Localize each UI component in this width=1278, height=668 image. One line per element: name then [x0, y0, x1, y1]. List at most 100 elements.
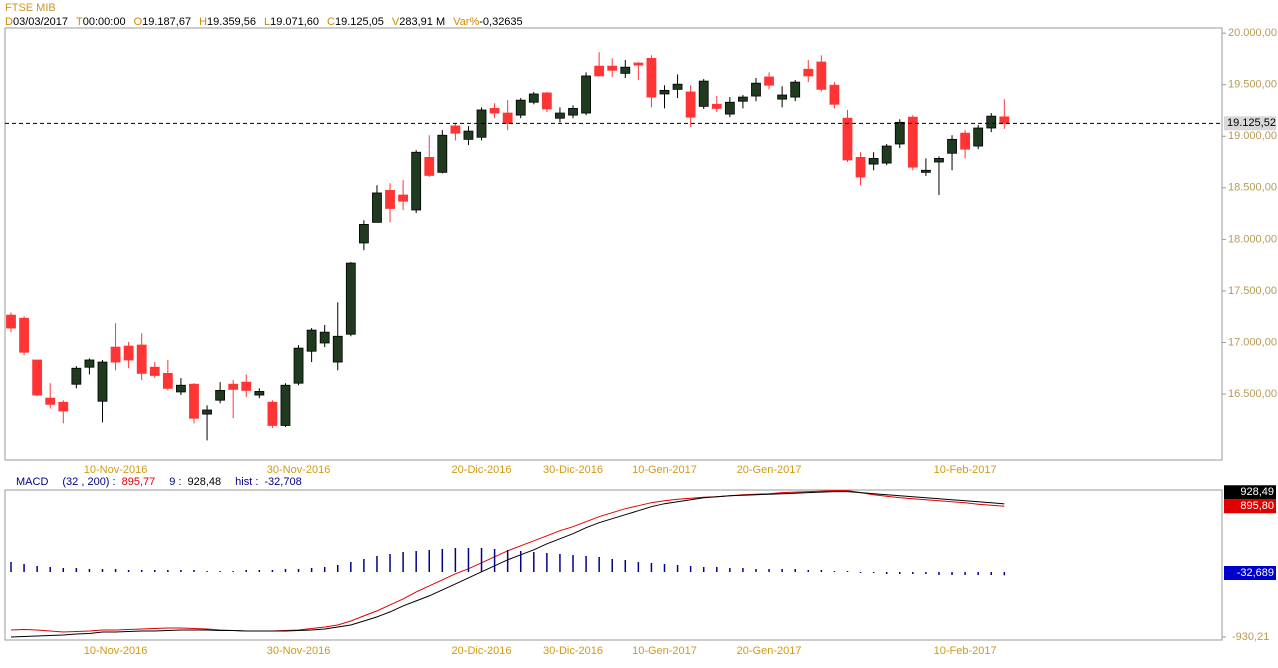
x-tick-label: 30-Nov-2016 [267, 645, 331, 657]
x-tick-label: 10-Feb-2017 [934, 645, 997, 657]
x-tick-label: 10-Gen-2017 [632, 645, 697, 657]
candle-body [568, 108, 578, 116]
macd-legend: MACD (32 , 200) : 895,77 9 : 928,48 hist : -32… [16, 476, 302, 488]
x-tick-label: 30-Dic-2016 [543, 645, 603, 657]
candle-body [894, 121, 905, 145]
candle-body [803, 68, 814, 77]
scale-label: 928,49 [1240, 486, 1274, 498]
info-value: 19.071,60 [270, 16, 319, 28]
candle-body [97, 361, 108, 402]
candle-body [424, 156, 435, 176]
info-value: -0,32635 [479, 16, 522, 28]
candle-body [306, 329, 317, 352]
candle-body [319, 331, 330, 344]
x-tick-label: 20-Gen-2017 [737, 645, 802, 657]
x-tick-label: 20-Dic-2016 [452, 464, 512, 476]
y-tick-label: 19.500,00 [1228, 79, 1277, 91]
candle-body [960, 132, 971, 150]
candle-body [149, 366, 160, 376]
candle-body [607, 65, 618, 71]
y-tick-label: -930,21 [1232, 631, 1269, 643]
info-value: 19.359,56 [207, 16, 256, 28]
legend-name: hist : [235, 476, 258, 488]
info-label: H [199, 16, 207, 28]
y-tick-label: 18.000,00 [1228, 233, 1277, 245]
candle-body [176, 384, 186, 393]
y-tick-label: 16.500,00 [1228, 388, 1277, 400]
x-tick-label: 10-Gen-2017 [632, 464, 697, 476]
candle-body [202, 409, 212, 415]
candle-body [123, 345, 134, 361]
candle-body [685, 91, 696, 118]
candle-body [372, 192, 382, 223]
candle-body [921, 169, 931, 173]
candle-body [19, 317, 29, 353]
candle-body [215, 390, 226, 401]
candle-body [228, 383, 239, 390]
price-panel [4, 27, 1223, 461]
candle-body [189, 383, 199, 419]
candle-body [162, 372, 173, 389]
candle-body [280, 384, 291, 426]
scale-label-box [1224, 566, 1276, 580]
info-label: T [76, 16, 83, 28]
candle-body [463, 130, 474, 140]
macd-panel [4, 489, 1223, 641]
candle-body [267, 401, 278, 426]
candle-body [711, 103, 722, 109]
x-tick-label: 10-Nov-2016 [84, 645, 148, 657]
info-value: 19.125,05 [335, 16, 384, 28]
scale-label: -32,689 [1237, 567, 1274, 579]
candle-body [698, 80, 709, 107]
scale-label-box [1224, 485, 1276, 500]
candle-body [332, 335, 343, 363]
candle-body [32, 359, 43, 396]
candle-body [868, 158, 879, 165]
info-value: 03/03/2017 [13, 16, 68, 28]
candle-body [855, 156, 866, 178]
chart-title: FTSE MIB [5, 2, 56, 14]
x-tick-label: 30-Nov-2016 [267, 464, 331, 476]
y-tick-label: 19.000,00 [1228, 130, 1277, 142]
candle-body [881, 145, 892, 164]
candle-body [738, 96, 748, 102]
candle-body [358, 224, 369, 244]
info-label: O [134, 16, 143, 28]
candle-body [555, 112, 565, 119]
candle-body [254, 391, 265, 396]
candle-body [620, 66, 631, 74]
candle-body [816, 61, 827, 90]
info-value: 19.187,67 [142, 16, 191, 28]
legend-name: (32 , 200) : [62, 476, 115, 488]
candle-body [528, 93, 539, 103]
candle-body [6, 314, 16, 329]
y-tick-label: 17.000,00 [1228, 336, 1277, 348]
legend-value: -32,708 [264, 476, 301, 488]
candle-body [790, 81, 801, 98]
candle-body [110, 346, 121, 363]
last-price-box [1224, 116, 1276, 131]
legend-value: 895,77 [122, 476, 156, 488]
scale-label: 895,80 [1240, 500, 1274, 512]
y-tick-label: 18.500,00 [1228, 182, 1277, 194]
last-price-label: 19.125,52 [1227, 117, 1276, 129]
candle-body [450, 125, 461, 134]
y-tick-label: 20.000,00 [1228, 27, 1277, 39]
candle-body [633, 62, 644, 66]
x-tick-label: 20-Dic-2016 [452, 645, 512, 657]
candle-body [777, 94, 788, 100]
candle-body [541, 92, 552, 110]
info-label: V [392, 16, 400, 28]
x-tick-label: 20-Gen-2017 [737, 464, 802, 476]
legend-title: MACD [16, 476, 48, 488]
candle-body [581, 75, 591, 114]
info-label: Var% [453, 16, 479, 28]
candle-body [489, 108, 500, 114]
x-tick-label: 10-Feb-2017 [934, 464, 997, 476]
candle-body [659, 89, 670, 95]
legend-value: 928,48 [187, 476, 221, 488]
candle-body [136, 344, 147, 374]
candle-body [45, 397, 56, 405]
candle-body [829, 84, 840, 105]
